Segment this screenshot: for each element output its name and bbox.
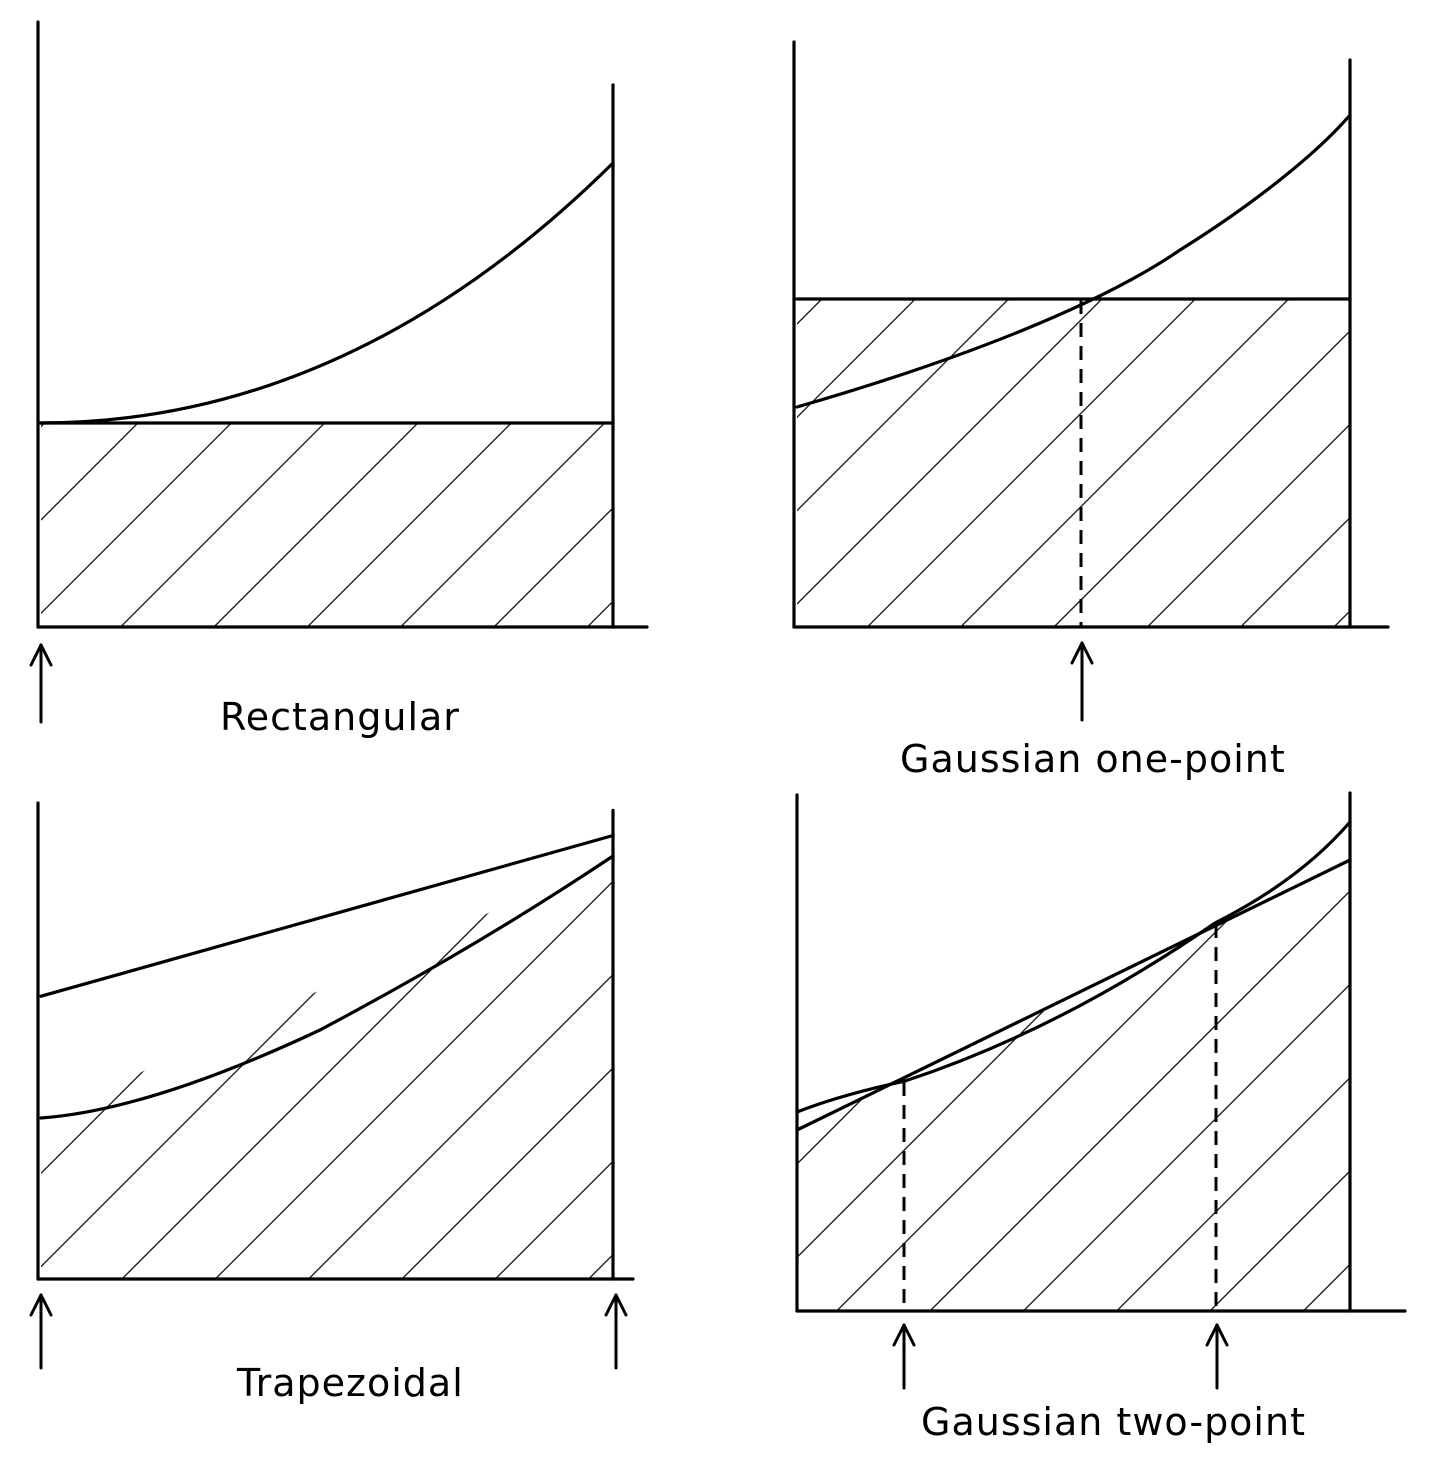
arrow-icon bbox=[604, 1293, 628, 1370]
hatched-area bbox=[797, 299, 1350, 627]
arrow-icon bbox=[29, 643, 53, 724]
hatched-area bbox=[41, 856, 613, 1279]
caption-gaussian-one-point: Gaussian one-point bbox=[900, 737, 1286, 781]
panel-trapezoidal: Trapezoidal bbox=[29, 801, 635, 1405]
function-curve bbox=[795, 820, 1352, 1114]
panel-gaussian-one-point: Gaussian one-point bbox=[792, 40, 1390, 781]
arrow-icon bbox=[892, 1323, 916, 1390]
function-curve bbox=[795, 113, 1352, 409]
function-curve bbox=[38, 161, 615, 425]
caption-trapezoidal: Trapezoidal bbox=[236, 1361, 464, 1405]
function-curve bbox=[39, 854, 615, 1120]
arrow-icon bbox=[1205, 1323, 1229, 1390]
arrow-icon bbox=[1070, 641, 1094, 722]
hatched-area bbox=[41, 423, 613, 627]
panel-rectangular: Rectangular bbox=[29, 20, 649, 739]
trapezoid-chord bbox=[39, 833, 615, 998]
caption-gaussian-two-point: Gaussian two-point bbox=[921, 1400, 1306, 1444]
panel-gaussian-two-point: Gaussian two-point bbox=[795, 791, 1407, 1444]
approximation-line bbox=[795, 858, 1352, 1132]
arrow-icon bbox=[29, 1293, 53, 1370]
caption-rectangular: Rectangular bbox=[220, 695, 460, 739]
